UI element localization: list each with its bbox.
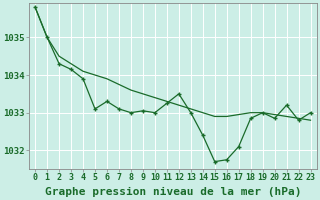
X-axis label: Graphe pression niveau de la mer (hPa): Graphe pression niveau de la mer (hPa) — [44, 186, 301, 197]
